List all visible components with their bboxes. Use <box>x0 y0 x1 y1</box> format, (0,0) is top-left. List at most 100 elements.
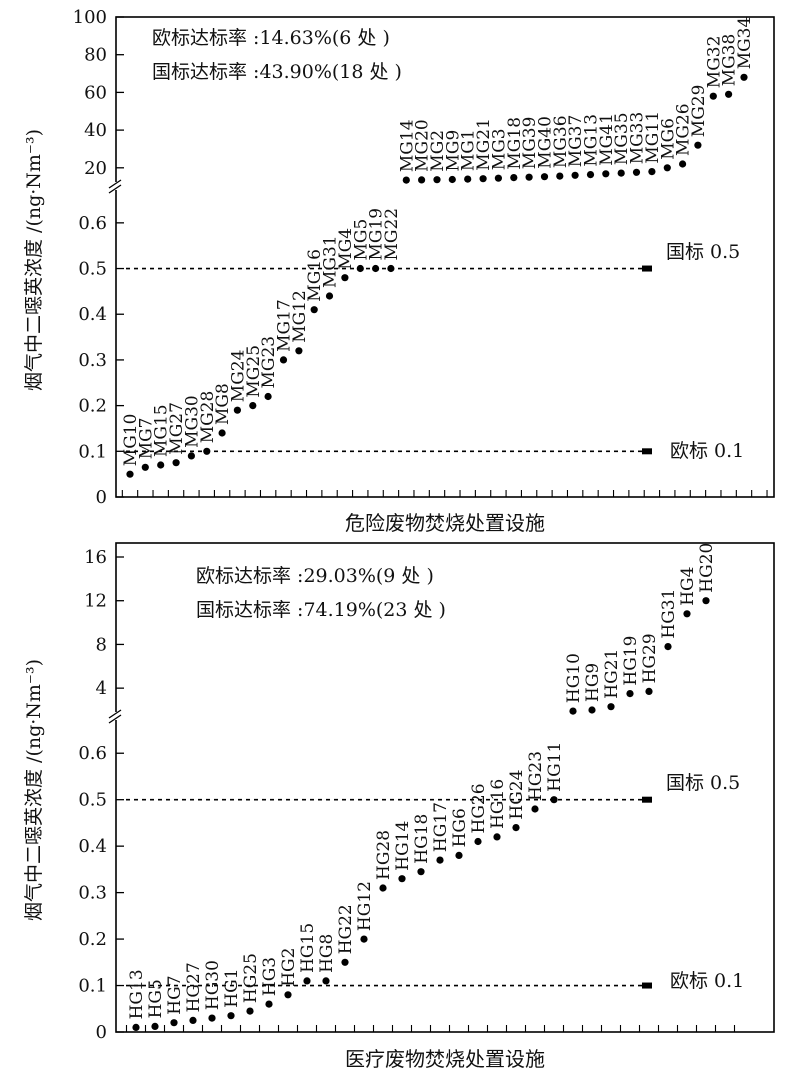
data-point <box>303 977 311 985</box>
axis-break-slash <box>108 714 122 724</box>
data-point <box>322 977 330 985</box>
point-labels: HG13 HG5 HG7 HG27 HG30 HG1 HG25 HG3 HG2 HG15 HG8 HG… <box>127 543 717 1020</box>
y-tick-label: 80 <box>84 45 107 66</box>
point-label: HG28 <box>374 830 394 880</box>
data-point <box>493 833 501 841</box>
y-ticks: 0 0.1 0.2 0.3 0.4 0.5 0.6 4 8 12 16 <box>78 547 124 1043</box>
data-point <box>571 171 579 179</box>
point-label: HG31 <box>659 589 679 639</box>
data-point <box>295 347 303 355</box>
data-point <box>588 706 596 714</box>
data-point <box>387 264 395 273</box>
point-label: MG19 <box>367 208 387 261</box>
data-point <box>398 875 406 883</box>
point-label: HG4 <box>678 567 698 606</box>
y-tick-label: 0.5 <box>78 790 107 811</box>
data-point <box>702 597 710 605</box>
point-label: HG20 <box>697 543 717 593</box>
data-point <box>279 356 288 364</box>
point-label: MG12 <box>290 290 310 343</box>
data-point <box>648 168 656 176</box>
data-point <box>617 169 625 177</box>
point-label: MG25 <box>244 345 264 398</box>
axis-break-slash <box>108 709 122 719</box>
data-point <box>645 687 653 696</box>
point-label: HG26 <box>469 783 489 833</box>
point-label: HG2 <box>279 948 299 987</box>
y-tick-label: 0.3 <box>78 883 107 904</box>
data-point <box>172 459 180 467</box>
y-tick-label: 0 <box>96 487 107 508</box>
y-tick-label: 0.1 <box>78 976 107 997</box>
point-label: MG3 <box>489 128 509 170</box>
point-label: MG30 <box>182 395 202 448</box>
point-label: MG17 <box>275 299 295 352</box>
data-point <box>586 171 595 179</box>
data-point <box>187 452 195 460</box>
data-point <box>540 173 549 181</box>
data-point <box>664 643 672 651</box>
point-label: MG15 <box>152 404 172 457</box>
point-label: HG10 <box>564 653 584 703</box>
data-point <box>126 470 134 478</box>
point-label: MG6 <box>658 118 678 160</box>
point-label: MG38 <box>720 34 740 87</box>
point-label: MG21 <box>474 118 494 171</box>
y-axis-label: 烟气中二噁英浓度 /(ng·Nm⁻³) <box>23 659 45 921</box>
point-label: MG4 <box>336 228 356 270</box>
point-label: MG37 <box>566 115 586 168</box>
data-point <box>474 837 482 846</box>
data-point <box>433 176 441 184</box>
y-tick-label: 0 <box>96 1022 107 1043</box>
point-label: HG8 <box>317 934 337 973</box>
reference-lines <box>126 265 652 455</box>
data-point <box>379 884 387 892</box>
data-point <box>607 703 615 711</box>
point-label: HG25 <box>241 953 261 1003</box>
point-label: HG29 <box>640 633 660 683</box>
data-point <box>455 851 463 860</box>
y-tick-label: 8 <box>96 634 107 655</box>
y-tick-label: 0.2 <box>78 396 107 417</box>
data-point <box>310 306 318 314</box>
y-tick-label: 20 <box>84 158 107 179</box>
data-point <box>679 160 687 168</box>
point-label: MG7 <box>136 417 156 459</box>
point-label: HG3 <box>260 957 280 996</box>
y-tick-label: 16 <box>84 547 107 568</box>
y-axis-label: 烟气中二噁英浓度 /(ng·Nm⁻³) <box>23 129 45 391</box>
data-point <box>436 856 444 864</box>
data-point <box>683 610 691 618</box>
data-point <box>264 392 272 401</box>
data-point <box>494 174 502 182</box>
data-point <box>709 92 717 100</box>
eu-limit-marker <box>642 448 652 455</box>
data-point <box>151 1022 159 1030</box>
data-point <box>356 264 364 273</box>
axis-break-slash <box>108 179 122 189</box>
data-point <box>479 175 487 183</box>
data-point <box>550 796 558 804</box>
x-tick-marks <box>125 1025 736 1032</box>
y-tick-label: 0.2 <box>78 929 107 950</box>
point-label: HG7 <box>165 975 185 1014</box>
point-label: MG23 <box>259 336 279 389</box>
data-point <box>663 164 671 172</box>
data-point <box>512 824 520 832</box>
point-label: HG18 <box>412 814 432 864</box>
eu-limit-label: 欧标 0.1 <box>670 440 744 462</box>
y-ticks: 0 0.1 0.2 0.3 0.4 0.5 0.6 20 40 60 80 100 <box>73 7 124 508</box>
point-label: MG1 <box>459 129 479 171</box>
gb-limit-label: 国标 0.5 <box>666 772 740 794</box>
axis-break-gap <box>110 712 122 720</box>
medical-waste-chart: 0 0.1 0.2 0.3 0.4 0.5 0.6 4 8 12 16 HG13 HG5 HG7 HG27… <box>23 542 775 1071</box>
y-tick-label: 0.3 <box>78 350 107 371</box>
point-label: MG36 <box>551 115 571 168</box>
axis-break <box>108 709 122 724</box>
y-tick-label: 0.6 <box>78 213 107 234</box>
point-label: HG5 <box>146 979 166 1018</box>
point-label: HG15 <box>298 923 318 973</box>
point-label: MG13 <box>582 114 602 167</box>
data-point <box>141 463 149 471</box>
